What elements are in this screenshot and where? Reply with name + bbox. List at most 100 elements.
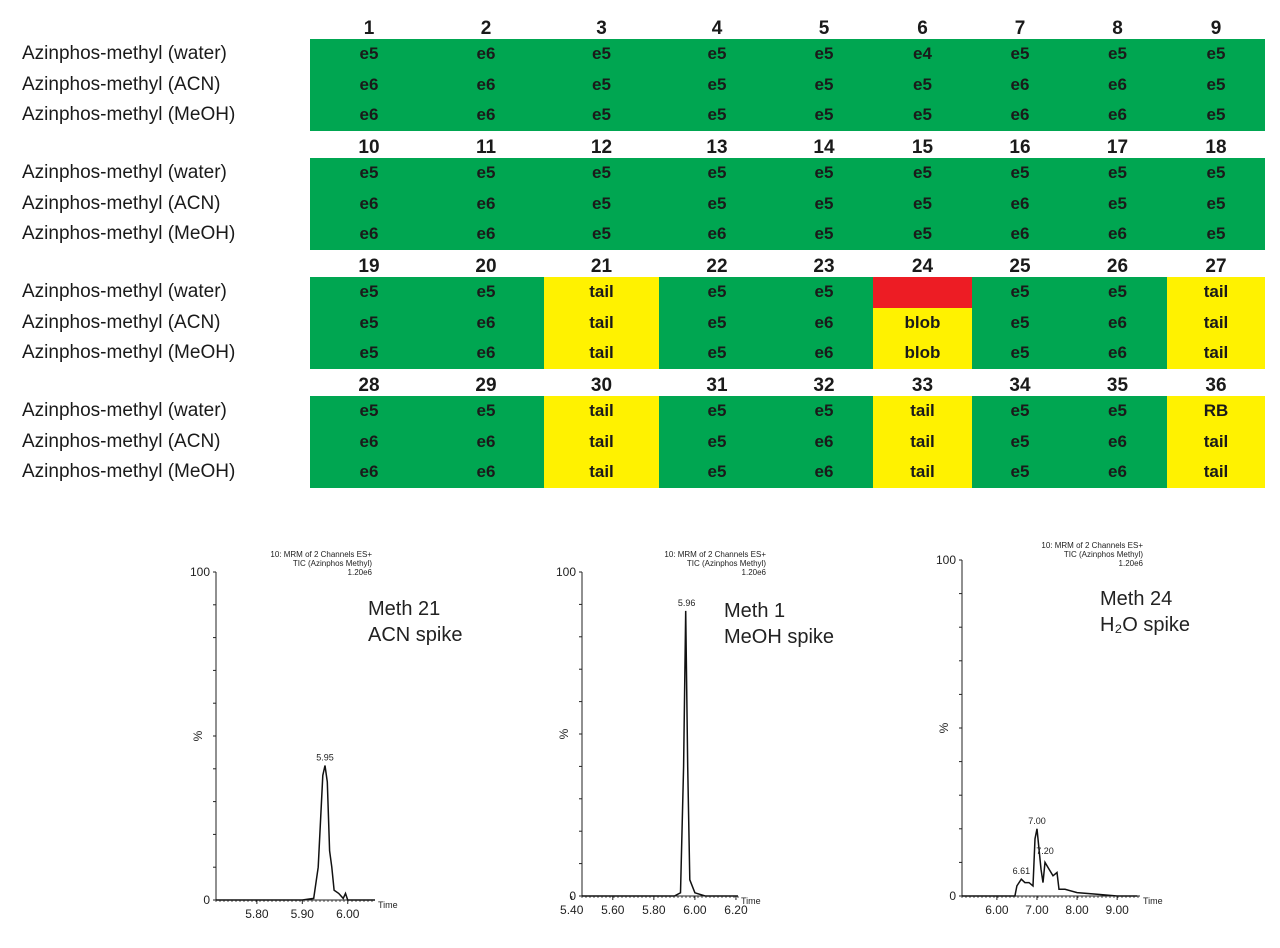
result-cell: e5: [972, 396, 1068, 427]
sample-number: 32: [813, 375, 835, 396]
sample-number: 11: [475, 137, 497, 158]
result-cell: e5: [1167, 69, 1265, 101]
result-cell: tail: [1167, 277, 1265, 308]
x-axis-label: Time: [741, 896, 761, 906]
result-cell: tail: [873, 396, 972, 427]
result-cell: tail: [544, 426, 659, 458]
result-cell: e5: [775, 158, 873, 189]
result-cell: e5: [659, 39, 775, 70]
sample-number: 36: [1205, 375, 1227, 396]
result-cell: e4: [873, 39, 972, 70]
x-tick-label: 6.00: [985, 903, 1009, 917]
x-tick-label: 5.40: [560, 903, 584, 917]
sample-label: Meth 21: [368, 598, 440, 620]
result-cell: e6: [428, 426, 544, 458]
y-axis-label: %: [557, 728, 571, 739]
result-cell: tail: [1167, 338, 1265, 369]
sample-label: ACN spike: [368, 624, 462, 646]
plot-header-line: 10: MRM of 2 Channels ES+: [664, 550, 766, 559]
result-cell: e6: [428, 69, 544, 101]
result-cell: e5: [659, 69, 775, 101]
result-cell: e5: [659, 457, 775, 488]
result-cell: [873, 277, 972, 308]
row-label: Azinphos-methyl (MeOH): [22, 104, 236, 125]
result-cell: e5: [972, 277, 1068, 308]
sample-number: 12: [590, 137, 613, 158]
result-cell: e6: [428, 100, 544, 131]
sample-number: 3: [596, 18, 607, 39]
result-cell: e6: [775, 457, 873, 488]
sample-number: 10: [358, 137, 380, 158]
result-cell: e5: [873, 69, 972, 101]
sample-number: 20: [475, 256, 497, 277]
result-cell: tail: [544, 396, 659, 427]
sample-number: 29: [475, 375, 497, 396]
sample-number: 5: [818, 18, 830, 39]
row-label: Azinphos-methyl (ACN): [22, 192, 221, 214]
sample-number: 22: [706, 256, 728, 277]
result-cell: blob: [873, 338, 972, 369]
sample-number: 28: [358, 375, 380, 396]
x-tick-label: 5.90: [291, 907, 315, 921]
result-cell: tail: [544, 277, 659, 308]
result-cell: e6: [972, 188, 1068, 220]
result-cell: e5: [659, 100, 775, 131]
y-tick-label: 0: [569, 889, 576, 903]
result-cell: e5: [972, 426, 1068, 458]
result-cell: e6: [972, 219, 1068, 250]
plot-header-line: 1.20e6: [348, 568, 373, 577]
result-cell: e6: [428, 219, 544, 250]
result-cell: e5: [659, 396, 775, 427]
chromatogram-trace: [582, 610, 738, 897]
plot-header-line: 1.20e6: [742, 568, 767, 577]
sample-number: 14: [813, 137, 835, 158]
y-tick-label: 100: [556, 565, 576, 579]
result-cell: e5: [659, 338, 775, 369]
result-cell: e6: [310, 426, 428, 458]
sample-number: 19: [358, 256, 380, 277]
sample-label: H₂O spike: [1100, 614, 1190, 636]
row-label: Azinphos-methyl (ACN): [22, 73, 221, 95]
result-cell: e6: [1068, 219, 1167, 250]
result-cell: e5: [972, 338, 1068, 369]
result-cell: e5: [428, 277, 544, 308]
result-cell: tail: [1167, 457, 1265, 488]
sample-number: 23: [813, 256, 835, 277]
y-tick-label: 100: [190, 565, 210, 579]
result-cell: e5: [659, 426, 775, 458]
result-cell: e5: [972, 307, 1068, 339]
x-tick-label: 6.00: [336, 907, 360, 921]
result-cell: e6: [428, 457, 544, 488]
result-cell: e5: [310, 396, 428, 427]
sample-number: 1: [363, 18, 375, 39]
result-cell: tail: [544, 457, 659, 488]
sample-number: 6: [917, 18, 928, 39]
row-label: Azinphos-methyl (MeOH): [22, 461, 236, 482]
row-label: Azinphos-methyl (water): [22, 162, 227, 183]
plot-header-line: 10: MRM of 2 Channels ES+: [1041, 541, 1143, 550]
result-cell: e5: [775, 188, 873, 220]
result-cell: e6: [428, 39, 544, 70]
row-label: Azinphos-methyl (ACN): [22, 311, 221, 333]
sample-number: 27: [1205, 256, 1227, 277]
y-axis-label: %: [937, 722, 951, 733]
result-cell: e6: [310, 457, 428, 488]
sample-number: 13: [706, 137, 728, 158]
result-cell: e5: [873, 188, 972, 220]
result-cell: e5: [659, 188, 775, 220]
result-cell: e5: [1167, 100, 1265, 131]
result-cell: e5: [428, 396, 544, 427]
x-tick-label: 6.00: [683, 903, 707, 917]
sample-number: 2: [480, 18, 492, 39]
result-cell: e5: [775, 69, 873, 101]
result-cell: tail: [544, 338, 659, 369]
sample-number: 25: [1009, 256, 1031, 277]
result-cell: e5: [544, 219, 659, 250]
result-cell: e5: [1068, 396, 1167, 427]
result-cell: e6: [1068, 457, 1167, 488]
plot-header-line: TIC (Azinphos Methyl): [1064, 550, 1143, 559]
result-cell: e5: [310, 307, 428, 339]
result-cell: e5: [310, 277, 428, 308]
sample-label: Meth 1: [724, 600, 785, 622]
